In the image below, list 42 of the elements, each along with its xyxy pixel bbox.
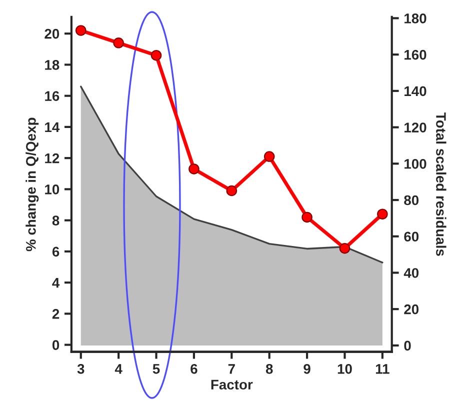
- y-tick-label: 12: [45, 153, 60, 164]
- y2-tick-label: 0: [404, 340, 411, 351]
- point: [302, 212, 312, 223]
- y-tick-label: 14: [45, 122, 60, 132]
- y-tick-label: 0: [52, 340, 60, 350]
- y-tick-label: 2: [52, 309, 60, 319]
- y2-axis-title: Total scaled residuals: [436, 112, 446, 256]
- x-tick-label: 3: [77, 364, 84, 374]
- x-axis-title: Factor: [211, 380, 253, 390]
- y-tick-label: 20: [44, 28, 60, 39]
- y2-tick-label: 80: [404, 195, 419, 206]
- y2-tick-label: 20: [404, 304, 419, 314]
- x-tick-label: 9: [304, 364, 310, 374]
- point: [377, 208, 388, 220]
- point: [188, 164, 200, 174]
- y-tick-label: 4: [52, 278, 60, 288]
- point: [339, 242, 350, 254]
- point: [226, 185, 238, 196]
- y-tick-label: 8: [52, 216, 60, 226]
- x-tick-label: 8: [266, 364, 273, 374]
- y-tick-label: 10: [45, 184, 60, 194]
- y2-tick-label: 180: [404, 14, 426, 24]
- x-tick-label: 4: [114, 364, 122, 374]
- x-tick-label: 10: [338, 364, 352, 374]
- y2-tick-label: 100: [404, 158, 426, 169]
- x-tick-label: 11: [376, 364, 390, 374]
- y2-tick-label: 160: [404, 50, 426, 60]
- point: [150, 50, 162, 61]
- y-tick-label: 6: [52, 246, 60, 257]
- y-tick-label: 18: [45, 60, 60, 70]
- x-tick-label: 5: [152, 364, 160, 374]
- y-axis-title: % change in Q/Qexp: [26, 118, 39, 252]
- y2-tick-label: 140: [404, 86, 426, 96]
- point: [113, 38, 124, 48]
- y2-tick-label: 60: [404, 232, 419, 242]
- y2-tick-label: 40: [404, 268, 419, 278]
- x-tick-label: 6: [190, 364, 198, 374]
- x-tick-label: 7: [228, 364, 235, 374]
- point: [264, 151, 275, 162]
- y-tick-label: 16: [45, 91, 60, 101]
- y2-tick-label: 120: [404, 122, 426, 132]
- point: [75, 25, 86, 36]
